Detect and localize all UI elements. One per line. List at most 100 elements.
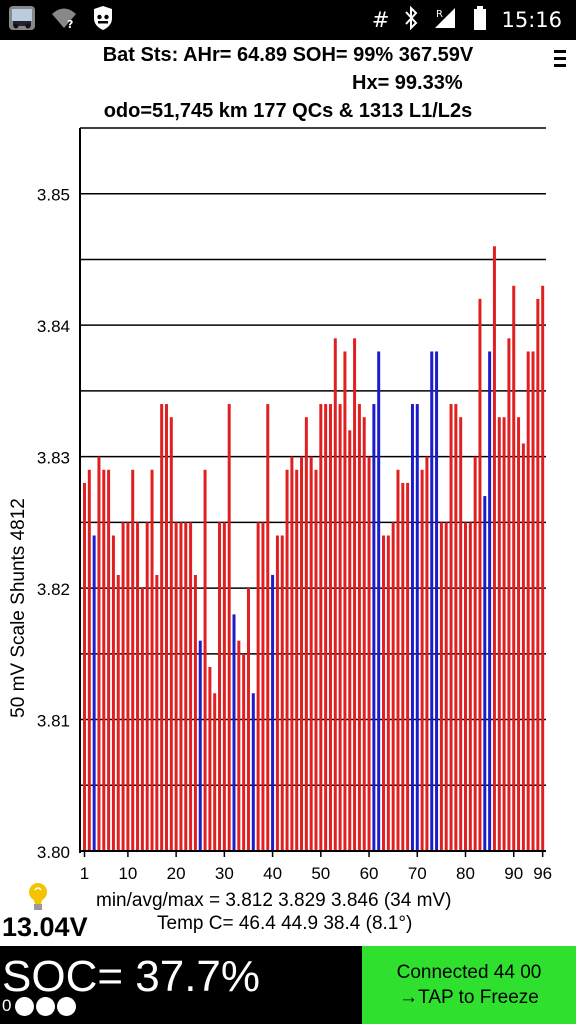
- x-tick-label: 50: [311, 864, 330, 883]
- cell-bar: [439, 522, 443, 851]
- cell-bar: [391, 522, 395, 851]
- tap-to-freeze-label: →TAP to Freeze: [399, 987, 539, 1008]
- cell-bar: [406, 482, 410, 851]
- battery-status-line: Bat Sts: AHr= 64.89 SOH= 99% 367.59V: [102, 44, 474, 66]
- cell-bar: [468, 522, 472, 851]
- x-tick-label: 1: [80, 864, 89, 883]
- cell-bar: [353, 338, 357, 851]
- cell-bar: [136, 522, 140, 851]
- x-tick-label: 70: [408, 864, 427, 883]
- cell-bar: [372, 404, 376, 851]
- cell-bar: [102, 469, 106, 851]
- cell-bar: [333, 338, 337, 851]
- cell-bar: [512, 285, 516, 851]
- cell-bar: [324, 404, 328, 851]
- cell-bar: [164, 404, 168, 851]
- cell-bar: [155, 574, 159, 851]
- temperature: Temp C= 46.4 44.9 38.4 (8.1°): [157, 913, 413, 934]
- x-tick-label: 40: [263, 864, 282, 883]
- cell-bar: [497, 417, 501, 851]
- y-tick-label: 3.84: [37, 317, 70, 336]
- cell-bar: [478, 298, 482, 851]
- cell-bar: [444, 522, 448, 851]
- y-tick-label: 3.85: [37, 186, 70, 205]
- cell-bar: [198, 640, 202, 851]
- cell-bar: [87, 469, 91, 851]
- x-tick-label: 80: [456, 864, 475, 883]
- wifi-unknown-icon: ?: [50, 6, 78, 35]
- y-tick-label: 3.81: [37, 712, 70, 731]
- cell-bar: [174, 522, 178, 851]
- app-thumbnail-icon: [8, 5, 36, 36]
- soc-value: SOC= 37.7%: [2, 952, 261, 1001]
- soc-indicator-zero: 0: [2, 996, 12, 1015]
- cell-bar: [382, 535, 386, 851]
- cell-bar: [290, 456, 294, 851]
- y-tick-label: 3.83: [37, 449, 70, 468]
- y-tick-label: 3.82: [37, 580, 70, 599]
- overflow-menu-icon[interactable]: [554, 50, 566, 71]
- cell-bar: [314, 469, 318, 851]
- cell-bar: [343, 351, 347, 851]
- cell-bar: [338, 404, 342, 851]
- cell-bar: [488, 351, 492, 851]
- connection-status: Connected 44 00: [396, 962, 542, 983]
- cell-bar: [227, 404, 231, 851]
- cell-bar: [179, 522, 183, 851]
- cell-bar: [348, 430, 352, 851]
- clock: 15:16: [501, 8, 562, 32]
- svg-text:?: ?: [67, 18, 73, 30]
- cell-bar: [237, 640, 241, 851]
- battery-icon: [473, 5, 487, 35]
- min-avg-max: min/avg/max = 3.812 3.829 3.846 (34 mV): [96, 890, 452, 911]
- hash-icon: #: [371, 8, 390, 32]
- cell-bar: [415, 404, 419, 851]
- cell-voltage-chart[interactable]: 3.80 3.81 3.82 3.83 3.84 3.85 1 10 20 30 40 50 60 70 8…: [0, 118, 576, 886]
- cell-bar: [309, 456, 313, 851]
- cell-bar: [396, 469, 400, 851]
- cell-bar: [531, 351, 535, 851]
- shield-app-icon: [92, 5, 114, 35]
- lightbulb-icon[interactable]: [27, 882, 49, 917]
- cell-bar: [261, 522, 265, 851]
- cell-bar: [502, 417, 506, 851]
- cell-bar: [150, 469, 154, 851]
- cell-bar: [459, 417, 463, 851]
- connection-freeze-button[interactable]: Connected 44 00 →TAP to Freeze: [362, 946, 576, 1024]
- chart-axes: 3.80 3.81 3.82 3.83 3.84 3.85 1 10 20 30 40 50 60 70 8…: [37, 128, 552, 883]
- cell-bar: [377, 351, 381, 851]
- x-tick-label: 20: [167, 864, 186, 883]
- cell-bar: [222, 522, 226, 851]
- odometer-line: odo=51,745 km 177 QCs & 1313 L1/L2s: [103, 100, 473, 122]
- cell-bar: [280, 535, 284, 851]
- cell-bar: [410, 404, 414, 851]
- cell-bar: [464, 522, 468, 851]
- cell-bar: [362, 417, 366, 851]
- soc-dot: [36, 996, 56, 1016]
- cell-bar: [319, 404, 323, 851]
- cell-bar: [536, 298, 540, 851]
- cell-bar: [271, 574, 275, 851]
- soc-dot: [57, 996, 77, 1016]
- cell-bar: [401, 482, 405, 851]
- cell-bar: [131, 469, 135, 851]
- cell-bar: [246, 588, 250, 851]
- cell-bar: [430, 351, 434, 851]
- cell-bar: [193, 574, 197, 851]
- cell-bar: [111, 535, 115, 851]
- cell-bar: [526, 351, 530, 851]
- cell-bar: [425, 456, 429, 851]
- cell-bar: [304, 417, 308, 851]
- cell-bar: [386, 535, 390, 851]
- cell-bar: [541, 285, 545, 851]
- status-bar: ? # R 15:16: [0, 0, 576, 40]
- cell-bar: [208, 666, 212, 851]
- cell-bar: [266, 404, 270, 851]
- cell-bar: [275, 535, 279, 851]
- health-index: Hx= 99.33%: [352, 72, 463, 94]
- roaming-label: R: [436, 9, 443, 20]
- cell-bar: [420, 469, 424, 851]
- signal-roaming-icon: R: [433, 6, 459, 35]
- soc-indicator: 0: [2, 996, 77, 1016]
- cell-bar: [126, 522, 130, 851]
